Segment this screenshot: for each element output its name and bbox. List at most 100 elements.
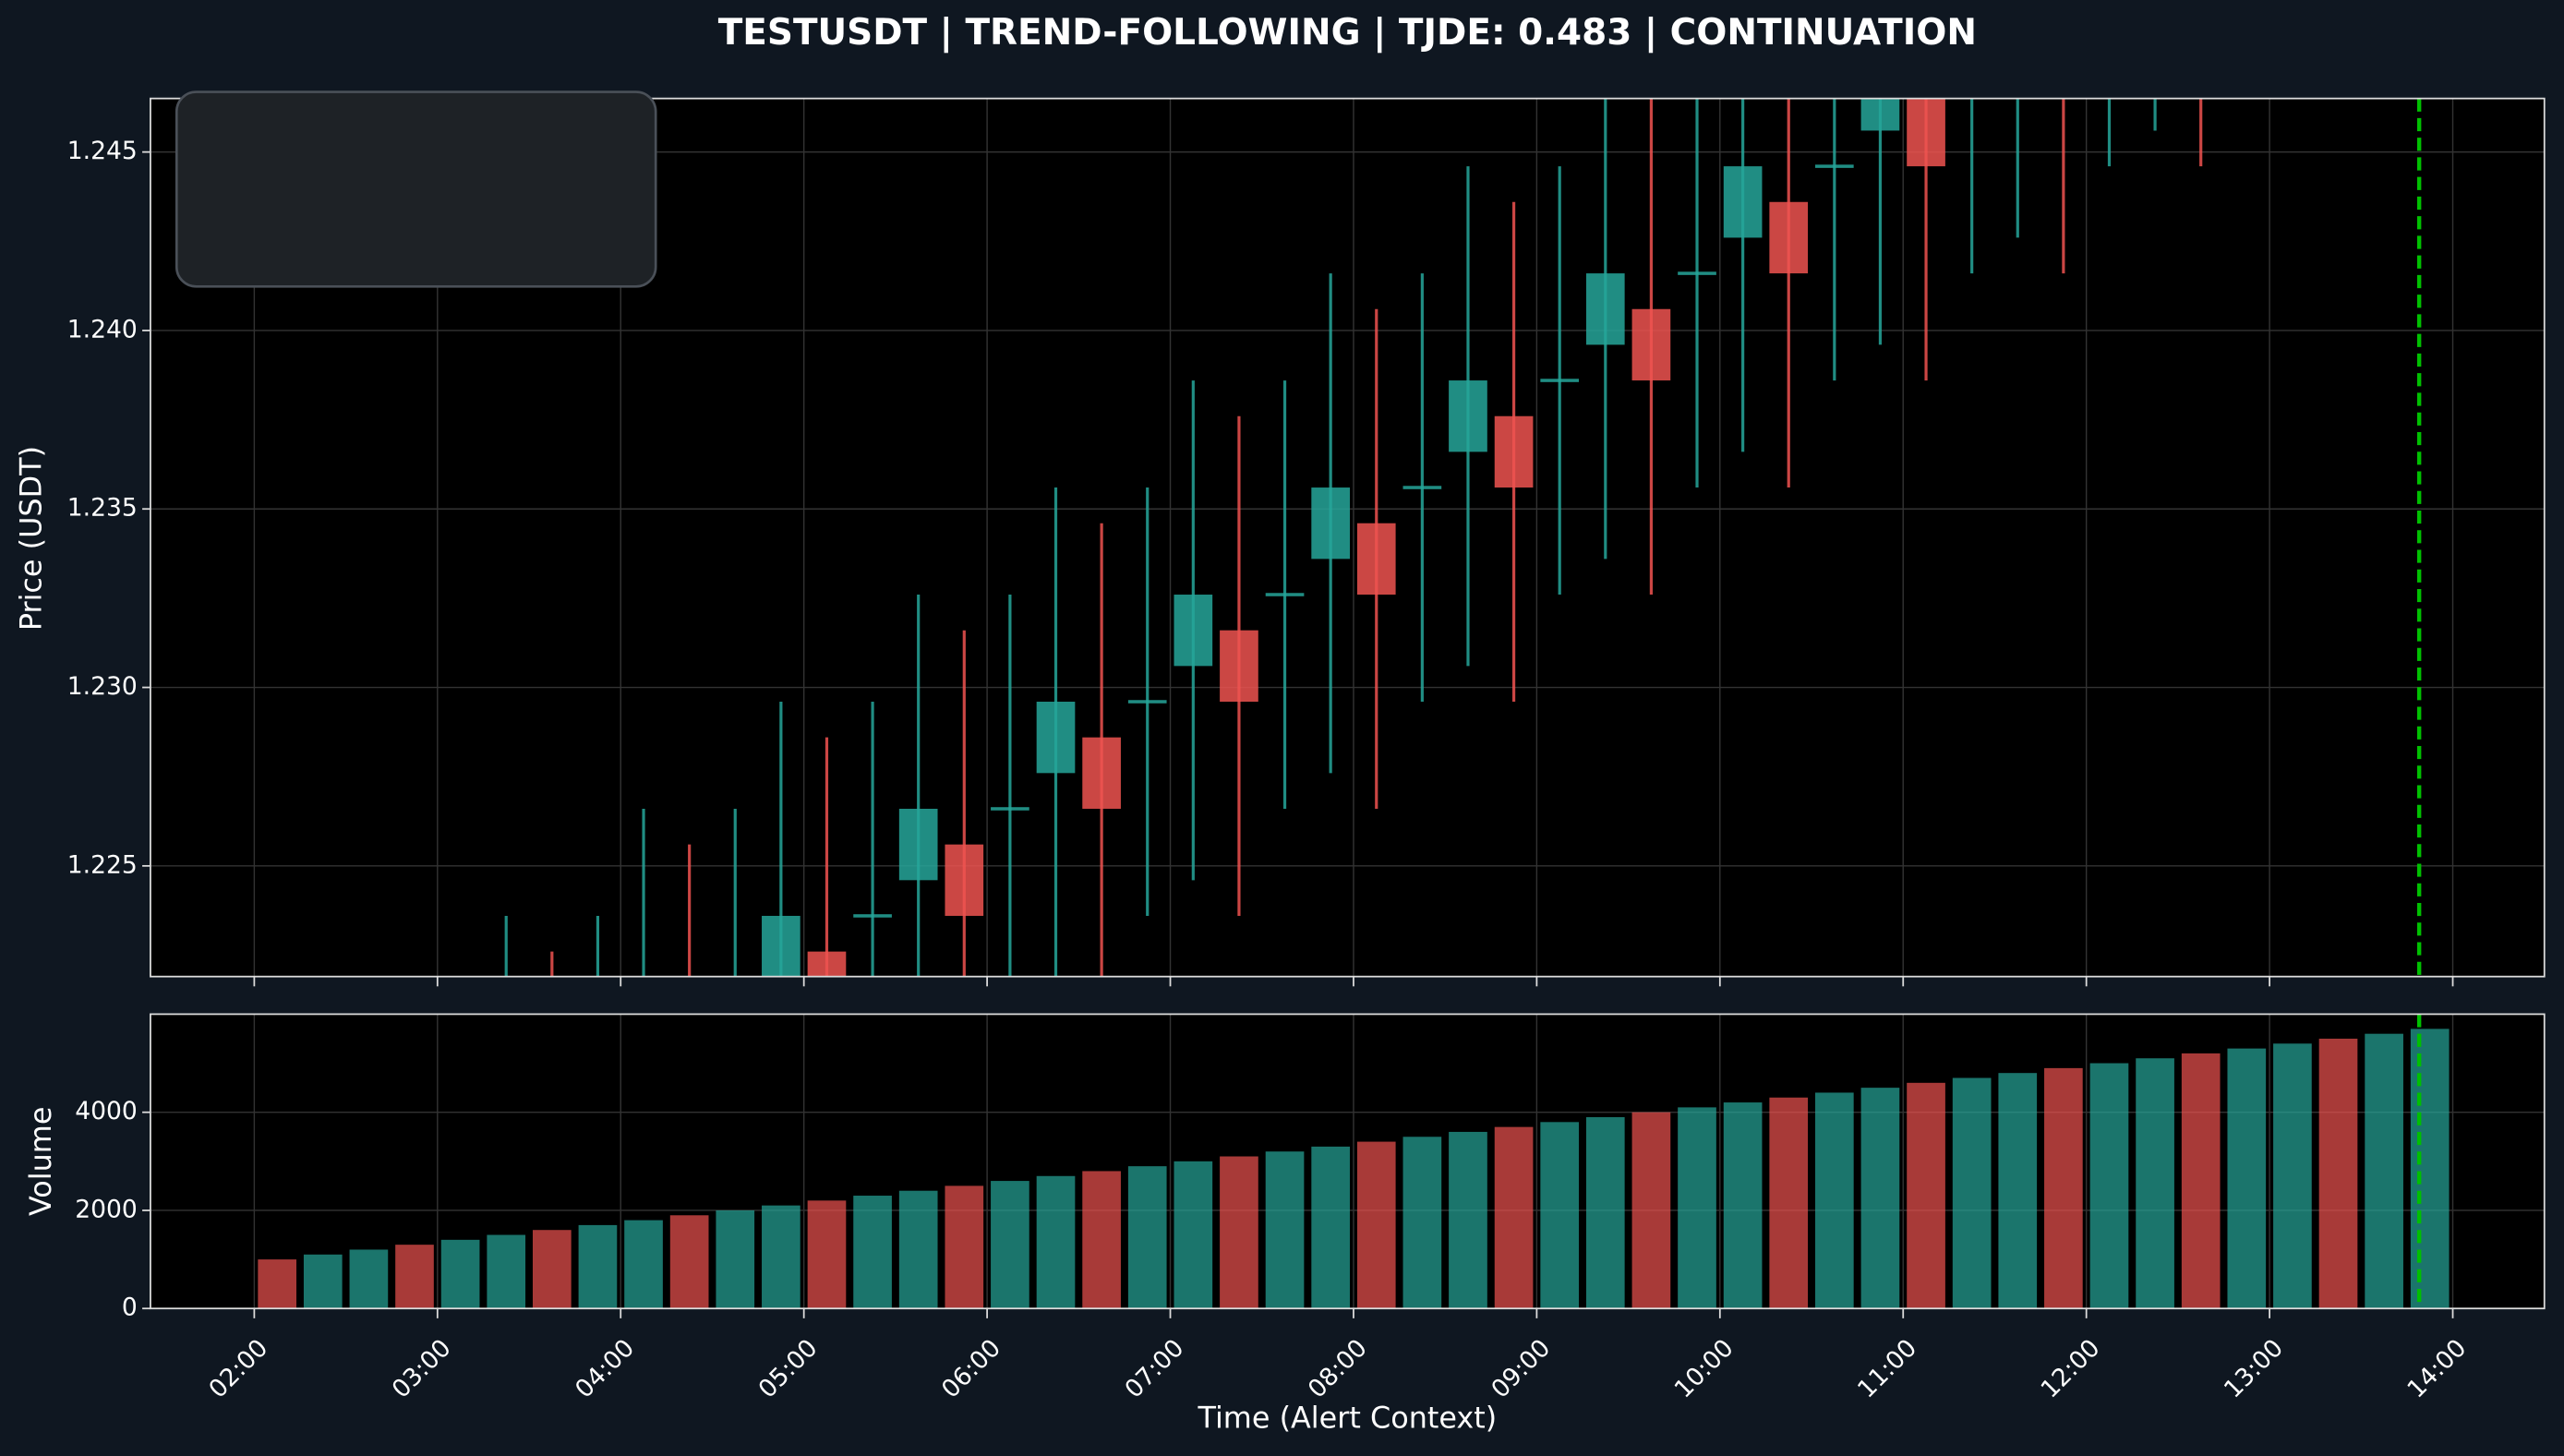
volume-bar: [2365, 1033, 2403, 1309]
candle-body: [1678, 271, 1716, 275]
volume-bar: [2227, 1048, 2267, 1309]
volume-bar: [258, 1259, 297, 1309]
price-layer: [150, 0, 2545, 1451]
volume-bar: [2136, 1058, 2174, 1309]
volume-bar: [853, 1196, 892, 1309]
volume-bar: [1907, 1082, 1945, 1309]
candle-body: [1907, 98, 1945, 167]
volume-bar: [1860, 1088, 1900, 1309]
volume-bar: [1585, 1117, 1625, 1309]
volume-bar: [1769, 1097, 1809, 1309]
volume-bar: [1174, 1161, 1213, 1309]
candle-body: [991, 807, 1029, 811]
volume-bar: [1356, 1141, 1396, 1309]
volume-bar: [1311, 1146, 1350, 1309]
x-tick-label: 08:00: [1303, 1334, 1373, 1404]
volume-bar: [1540, 1122, 1580, 1309]
candle-body: [1540, 379, 1580, 382]
candle-body: [762, 915, 800, 977]
x-tick-label: 05:00: [753, 1334, 824, 1404]
x-tick-label: 12:00: [2036, 1334, 2106, 1404]
volume-bar: [1814, 1092, 1854, 1309]
volume-bar: [1402, 1137, 1442, 1309]
y-tick-label: 1.235: [67, 494, 138, 523]
y-tick-label: 1.225: [67, 850, 138, 879]
x-tick-label: 07:00: [1119, 1334, 1189, 1404]
y-tick-label: 1.240: [67, 315, 138, 343]
y-tick-label: 1.230: [67, 672, 138, 701]
candle-body: [853, 914, 892, 918]
volume-bar: [2318, 1038, 2358, 1309]
volume-bar: [945, 1185, 984, 1309]
candle-body: [2044, 0, 2083, 59]
candle-body: [1082, 737, 1121, 809]
x-tick-label: 09:00: [1486, 1334, 1556, 1404]
volume-bar: [349, 1249, 389, 1309]
volume-bar: [2089, 1063, 2129, 1309]
volume-bar: [1127, 1166, 1167, 1309]
chart-title: TESTUSDT | TREND-FOLLOWING | TJDE: 0.483…: [718, 12, 1977, 54]
volume-frame: [150, 1013, 2546, 1310]
volume-bar: [2044, 1067, 2083, 1309]
volume-bar: [578, 1224, 618, 1309]
x-tick-label: 13:00: [2219, 1334, 2289, 1404]
volume-layer: [150, 1014, 2545, 1309]
volume-bar: [716, 1209, 755, 1309]
volume-bar: [991, 1181, 1029, 1309]
volume-bar: [1678, 1107, 1716, 1309]
x-axis-label: Time (Alert Context): [1197, 1401, 1497, 1436]
x-tick-label: 14:00: [2401, 1334, 2472, 1404]
y-tick-label: 4000: [75, 1097, 138, 1125]
candle-body: [1311, 487, 1350, 560]
candle-body: [1860, 98, 1900, 131]
y-tick-label: 0: [122, 1294, 138, 1322]
volume-bar: [440, 1239, 480, 1309]
y-tick-label: 1.245: [67, 137, 138, 165]
candle-body: [1174, 595, 1213, 667]
candle-body: [1723, 166, 1763, 238]
volume-bar: [395, 1245, 434, 1309]
volume-bar: [532, 1230, 572, 1309]
candle-body: [1036, 702, 1076, 774]
x-tick-label: 11:00: [1852, 1334, 1922, 1404]
candle-body: [1769, 201, 1809, 274]
x-tick-label: 06:00: [936, 1334, 1006, 1404]
volume-bar: [1449, 1131, 1487, 1309]
candle-body: [1814, 164, 1854, 168]
volume-bar: [303, 1254, 343, 1309]
candle-body: [1220, 630, 1258, 703]
y-tick-label: 2000: [75, 1195, 138, 1223]
volume-bar: [807, 1200, 847, 1309]
volume-bar: [2273, 1043, 2312, 1309]
x-tick-label: 02:00: [203, 1334, 273, 1404]
volume-bar: [1998, 1073, 2038, 1309]
candle-body: [898, 808, 938, 881]
volume-bar: [1220, 1156, 1258, 1309]
x-tick-label: 10:00: [1669, 1334, 1739, 1404]
volume-bar: [898, 1190, 938, 1309]
volume-bar: [1952, 1077, 1992, 1309]
candle-body: [1402, 486, 1442, 489]
y-axis-label: Price (USDT): [13, 446, 48, 631]
volume-bar: [487, 1234, 526, 1309]
volume-bar: [1265, 1151, 1305, 1309]
y-axis-label: Volume: [23, 1107, 58, 1217]
candle-body: [1265, 593, 1305, 596]
candle-body: [1127, 700, 1167, 704]
x-tick-label: 04:00: [570, 1334, 640, 1404]
candle-body: [1585, 273, 1625, 345]
candle-body: [1998, 0, 2037, 23]
volume-bar: [1082, 1171, 1121, 1309]
candle-body: [1631, 308, 1671, 381]
price-frame: [150, 97, 2546, 978]
volume-bar: [2410, 1029, 2450, 1309]
info-box: [175, 90, 657, 288]
volume-bar: [1494, 1126, 1534, 1309]
candle-body: [1953, 57, 1992, 61]
candle-body: [1494, 415, 1534, 488]
volume-bar: [669, 1215, 709, 1309]
volume-bar: [762, 1205, 800, 1309]
x-tick-label: 03:00: [387, 1334, 457, 1404]
candle-body: [258, 1380, 296, 1451]
candle-body: [945, 844, 984, 916]
